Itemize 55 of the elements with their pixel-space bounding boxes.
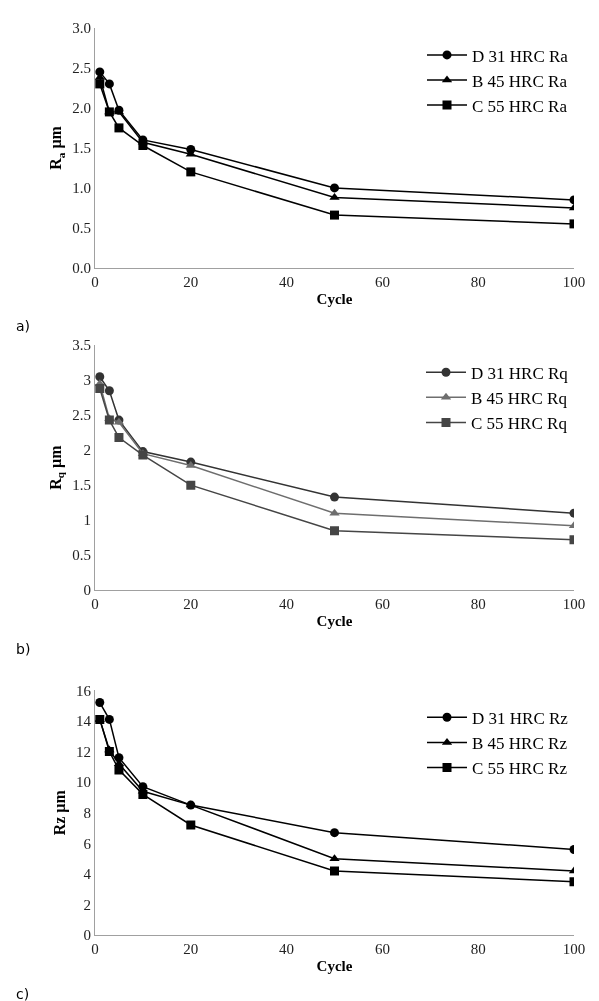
- y-tick-label: 2.0: [72, 100, 91, 117]
- text: c): [16, 986, 30, 1001]
- x-tick-label: 80: [470, 941, 486, 958]
- legend-label: D 31 HRC Ra: [472, 46, 569, 66]
- x-tick-label: 20: [183, 273, 199, 290]
- y-tick-label: 3.5: [72, 337, 91, 354]
- y-tick-label: 16: [76, 682, 92, 699]
- y-axis-title: Rz µm: [50, 789, 69, 836]
- y-tick-label: 2: [83, 896, 91, 913]
- x-tick-label: 80: [470, 273, 486, 290]
- y-tick-label: 3.0: [72, 20, 91, 37]
- x-tick-label: 100: [562, 273, 586, 290]
- y-tick-label: 2.5: [72, 60, 91, 77]
- text: a): [16, 318, 31, 334]
- x-tick-label: 100: [562, 596, 586, 613]
- x-axis-title: Cycle: [316, 958, 353, 975]
- y-tick-label: 0.0: [72, 260, 91, 277]
- y-tick-label: 4: [83, 866, 92, 883]
- y-tick-label: 0.5: [72, 220, 91, 237]
- legend-label: D 31 HRC Rq: [471, 363, 569, 383]
- y-tick-label: 2: [83, 442, 91, 459]
- legend-label: B 45 HRC Ra: [472, 71, 568, 91]
- legend-label: C 55 HRC Rq: [471, 414, 568, 434]
- legend-label: D 31 HRC Rz: [472, 708, 569, 728]
- y-tick-label: 8: [83, 805, 91, 822]
- legend-label: B 45 HRC Rz: [472, 734, 568, 754]
- y-tick-label: 0: [83, 927, 91, 944]
- y-tick-label: 1: [83, 512, 91, 529]
- x-tick-label: 80: [470, 596, 486, 613]
- y-tick-label: 1.0: [72, 180, 91, 197]
- y-tick-label: 14: [76, 713, 92, 730]
- x-tick-label: 100: [562, 941, 586, 958]
- x-tick-label: 20: [183, 596, 199, 613]
- y-tick-label: 0: [83, 582, 91, 599]
- y-tick-label: 1.5: [72, 140, 91, 157]
- legend-label: C 55 HRC Ra: [472, 96, 568, 116]
- x-tick-label: 60: [374, 941, 390, 958]
- y-tick-label: 6: [83, 835, 92, 852]
- legend-label: B 45 HRC Rq: [471, 388, 568, 408]
- y-tick-label: 2.5: [72, 407, 91, 424]
- x-tick-label: 40: [279, 596, 295, 613]
- legend-label: C 55 HRC Rz: [472, 759, 568, 779]
- x-axis-title: Cycle: [316, 290, 353, 307]
- y-tick-label: 12: [76, 743, 91, 760]
- x-tick-label: 20: [183, 941, 199, 958]
- x-tick-label: 40: [279, 941, 295, 958]
- x-tick-label: 60: [374, 596, 390, 613]
- x-axis-title: Cycle: [316, 613, 353, 630]
- y-tick-label: 3: [83, 372, 91, 389]
- y-tick-label: 10: [76, 774, 91, 791]
- text: b): [16, 641, 31, 657]
- y-tick-label: 1.5: [72, 477, 91, 494]
- x-tick-label: 60: [374, 273, 390, 290]
- y-tick-label: 0.5: [72, 547, 91, 564]
- x-tick-label: 40: [279, 273, 295, 290]
